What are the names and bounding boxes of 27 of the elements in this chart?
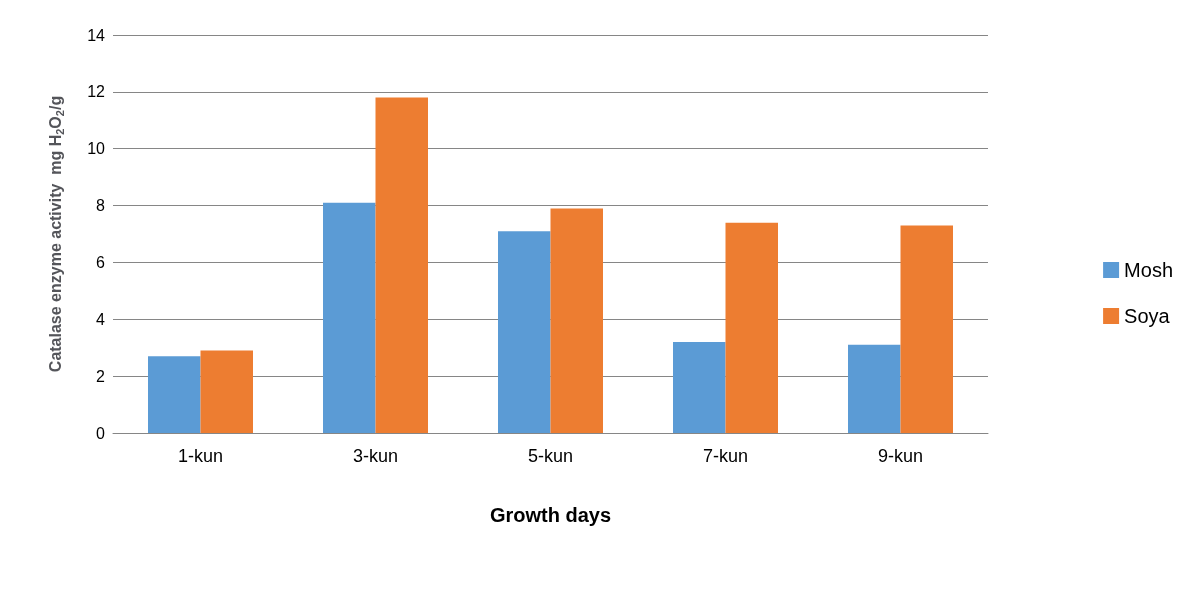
x-tick-label: 5-kun [527, 446, 574, 466]
x-tick-label: 3-kun [352, 446, 399, 466]
bar [848, 344, 901, 433]
y-tick-label: 12 [87, 83, 106, 101]
bar [375, 97, 428, 433]
bar [900, 225, 953, 433]
legend-label: Mosh [1124, 259, 1173, 281]
bar [323, 202, 376, 433]
x-axis-title: Growth days [489, 504, 612, 526]
bar [725, 222, 778, 433]
y-tick-label: 0 [96, 424, 106, 442]
bar [498, 231, 551, 433]
legend-label: Soya [1124, 305, 1171, 327]
y-tick-label: 4 [96, 310, 106, 328]
x-tick-label: 1-kun [177, 446, 224, 466]
x-tick-label: 9-kun [877, 446, 924, 466]
bar [200, 350, 253, 433]
y-tick-label: 10 [87, 140, 106, 158]
y-tick-label: 14 [87, 26, 106, 44]
y-axis-title: Catalase enzyme activity mg H2O2/g [47, 95, 66, 373]
x-tick-label: 7-kun [702, 446, 749, 466]
y-tick-label: 2 [96, 367, 106, 385]
y-tick-label: 8 [96, 197, 106, 215]
bar [550, 208, 603, 433]
bar [673, 342, 726, 433]
y-tick-label: 6 [96, 253, 106, 271]
bar [148, 356, 201, 433]
